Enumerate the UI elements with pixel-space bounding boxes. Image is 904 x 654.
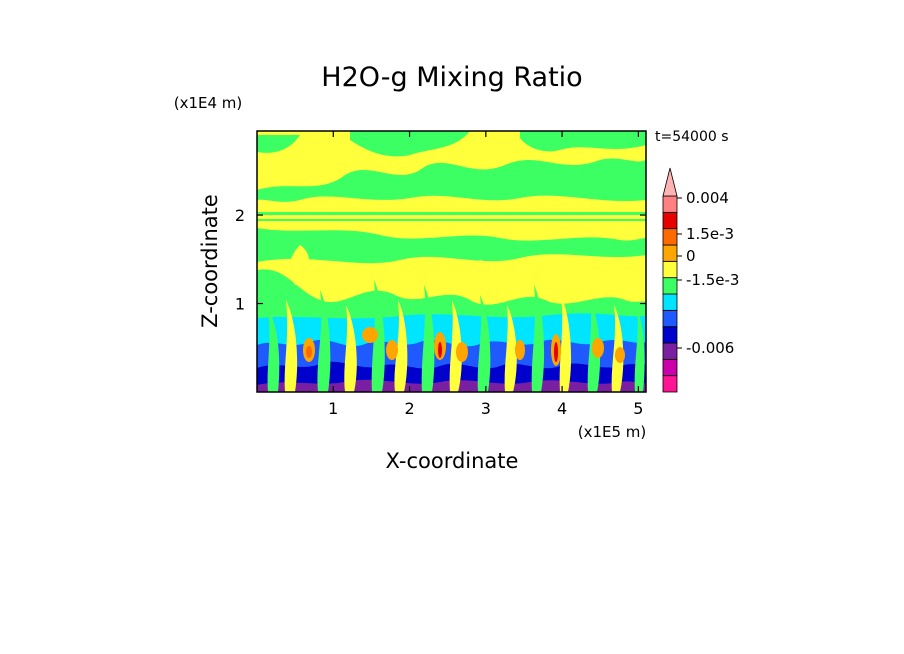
y-axis-unit: (x1E4 m) (174, 94, 243, 112)
colorbar-segment (662, 195, 678, 213)
colorbar-segment (662, 326, 678, 344)
colorbar-segment (662, 309, 678, 328)
colorbar-segment (662, 375, 678, 393)
colorbar-label: 0 (686, 247, 696, 265)
colorbar-label: 0.004 (686, 189, 729, 207)
field-green-patches (257, 131, 646, 322)
y-axis-ticks: 12 (235, 206, 646, 314)
y-tick-label: 1 (235, 295, 245, 314)
x-axis-label: X-coordinate (386, 449, 519, 473)
chart-title: H2O-g Mixing Ratio (321, 62, 582, 93)
x-tick-label: 3 (481, 399, 491, 418)
time-label: t=54000 s (655, 129, 729, 145)
plot-frame (256, 130, 647, 393)
x-tick-label: 4 (557, 399, 567, 418)
x-tick-label: 5 (633, 399, 643, 418)
x-tick-label: 1 (328, 399, 338, 418)
x-axis-unit: (x1E5 m) (578, 423, 647, 441)
x-tick-label: 2 (404, 399, 414, 418)
colorbar-segment (662, 342, 678, 360)
colorbar-labels: 0.004 1.5e-3 0 -1.5e-3 -0.006 (677, 189, 739, 357)
colorbar-label: -1.5e-3 (686, 271, 739, 289)
colorbar-label: 1.5e-3 (686, 225, 734, 243)
band-line-3 (257, 224, 646, 226)
band-line-1 (257, 212, 646, 215)
colorbar-segment (662, 260, 678, 279)
colorbar-segment (662, 293, 678, 311)
field-hotspots (303, 327, 625, 366)
band-line-2 (257, 219, 646, 221)
colorbar-segment (662, 244, 678, 262)
x-axis-ticks: 1 2 3 4 5 (328, 131, 643, 418)
field-plumes (267, 280, 645, 392)
colorbar (662, 167, 678, 393)
colorbar-arrow (662, 167, 678, 197)
colorbar-segment (662, 277, 678, 295)
y-tick-label: 2 (235, 206, 245, 225)
colorbar-label: -0.006 (686, 339, 734, 357)
y-axis-label: Z-coordinate (198, 194, 222, 328)
colorbar-segment (662, 358, 678, 377)
colorbar-segment (662, 228, 678, 246)
colorbar-segment (662, 211, 678, 230)
contour-field (257, 131, 646, 392)
